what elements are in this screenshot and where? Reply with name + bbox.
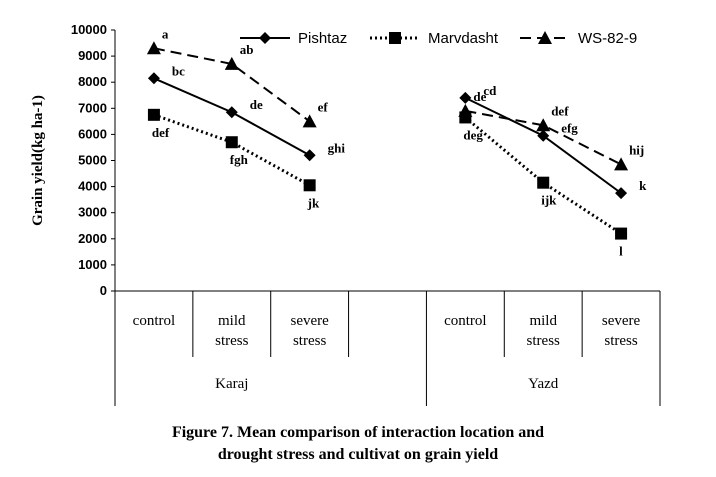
data-point-pishtaz	[459, 91, 472, 104]
x-category-label: control	[133, 313, 176, 329]
data-point-ws-82-9	[536, 118, 551, 132]
data-point-marvdasht	[225, 136, 238, 149]
data-point-pishtaz	[147, 72, 160, 85]
x-group-label: Karaj	[215, 376, 248, 392]
legend-marker-pishtaz	[259, 32, 271, 44]
series-line-ws-82-9	[465, 109, 622, 166]
data-label: def	[152, 125, 170, 140]
x-category-label: mild	[529, 313, 557, 329]
data-label: de	[473, 89, 486, 104]
y-tick-label: 2000	[78, 231, 107, 246]
data-point-ws-82-9	[614, 157, 629, 171]
data-point-marvdasht	[615, 227, 628, 240]
y-axis-title: Grain yield(kg ha-1)	[30, 95, 46, 226]
series-line-ws-82-9	[153, 47, 311, 123]
series-line-marvdasht	[153, 113, 311, 187]
data-label: deg	[463, 127, 483, 142]
y-tick-label: 10000	[71, 22, 107, 37]
data-point-ws-82-9	[146, 41, 161, 55]
data-point-ws-82-9	[302, 114, 317, 128]
y-tick-label: 1000	[78, 257, 107, 272]
y-tick-label: 4000	[78, 179, 107, 194]
data-label: jk	[307, 195, 320, 210]
legend-marker-ws-82-9	[538, 31, 552, 44]
data-point-pishtaz	[303, 149, 316, 162]
data-label: ijk	[541, 193, 557, 208]
data-label: ghi	[328, 140, 346, 155]
data-point-ws-82-9	[224, 56, 239, 70]
y-tick-label: 5000	[78, 153, 107, 168]
x-category-label: mild	[218, 313, 246, 329]
x-category-label: stress	[527, 333, 560, 349]
data-label: de	[250, 97, 263, 112]
y-tick-label: 8000	[78, 74, 107, 89]
legend-label: WS-82-9	[578, 30, 637, 47]
data-point-marvdasht	[537, 176, 550, 189]
y-tick-label: 0	[100, 283, 107, 298]
data-label: def	[551, 103, 569, 118]
y-tick-label: 9000	[78, 48, 107, 63]
x-category-label: stress	[293, 333, 326, 349]
legend-label: Pishtaz	[298, 30, 347, 47]
data-point-pishtaz	[615, 187, 628, 200]
data-point-marvdasht	[303, 179, 316, 192]
legend-label: Marvdasht	[428, 30, 499, 47]
data-point-pishtaz	[537, 129, 550, 142]
x-group-label: Yazd	[528, 376, 559, 392]
data-label: hij	[629, 142, 644, 157]
y-tick-label: 6000	[78, 126, 107, 141]
x-category-label: stress	[604, 333, 637, 349]
data-label: fgh	[230, 152, 249, 167]
figure-caption-line-2: drought stress and cultivat on grain yie…	[217, 446, 499, 463]
data-label: bc	[172, 63, 185, 78]
data-point-pishtaz	[225, 106, 238, 119]
x-category-label: severe	[290, 313, 329, 329]
figure-caption-line-1: Figure 7. Mean comparison of interaction…	[171, 424, 545, 441]
data-point-marvdasht	[147, 108, 160, 121]
data-label: a	[162, 26, 169, 41]
y-tick-label: 7000	[78, 100, 107, 115]
data-point-ws-82-9	[458, 103, 473, 117]
data-label: cd	[483, 83, 497, 98]
data-label: k	[639, 178, 647, 193]
data-label: ef	[318, 99, 329, 114]
legend-marker-marvdasht	[389, 32, 401, 44]
y-tick-label: 3000	[78, 205, 107, 220]
data-label: ab	[240, 42, 254, 57]
x-category-label: control	[444, 313, 487, 329]
x-category-label: severe	[602, 313, 641, 329]
x-category-label: stress	[215, 333, 248, 349]
data-label: efg	[561, 121, 578, 136]
data-label: l	[619, 244, 623, 259]
line-chart: 0 1000 2000 3000 4000 5000 6000 7000 8000 9000 100…	[30, 22, 661, 406]
